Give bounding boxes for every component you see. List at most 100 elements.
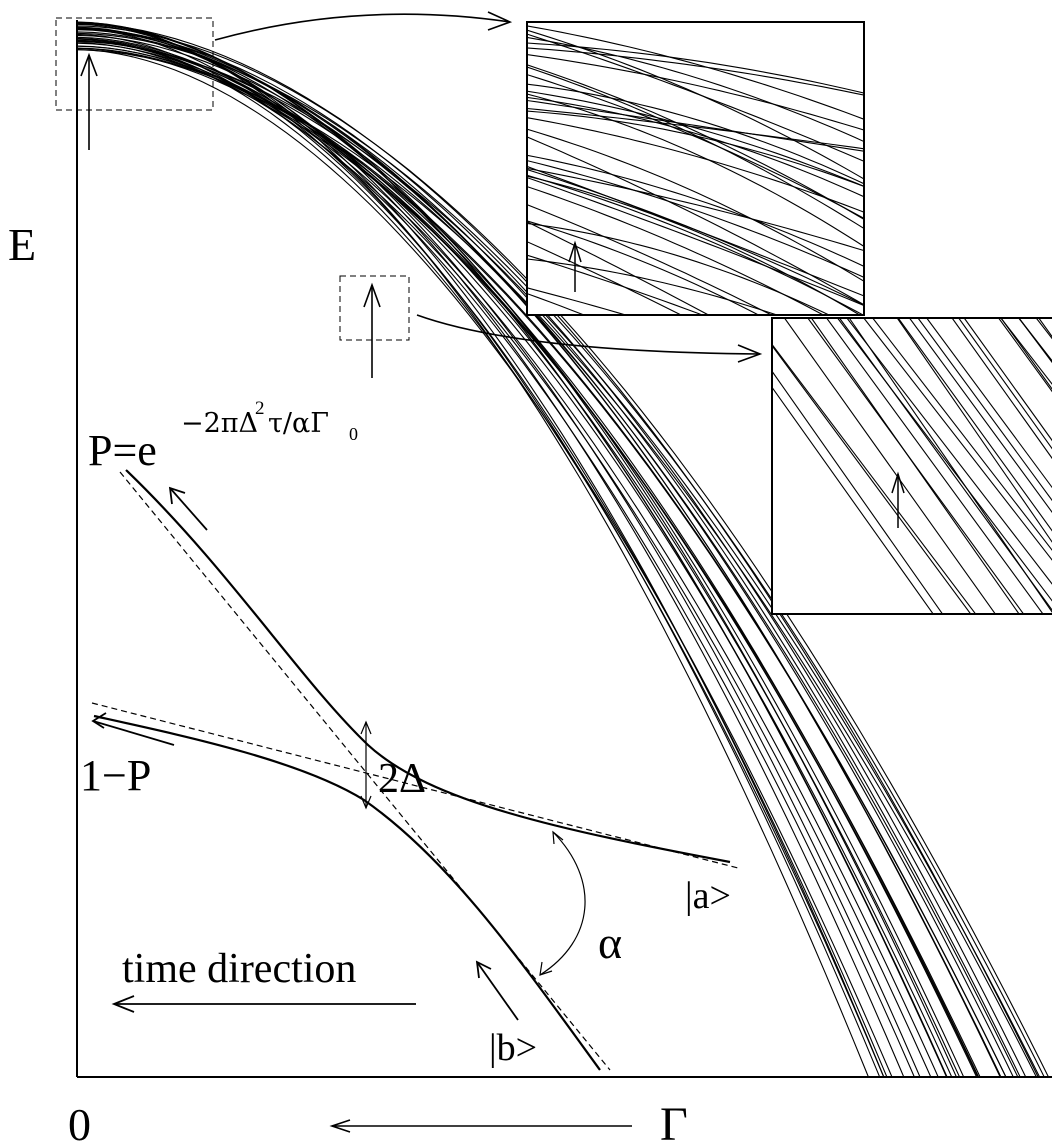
diabatic-line-a <box>91 702 739 869</box>
inset-top-curve <box>527 110 864 188</box>
inset-top-curve <box>527 175 861 315</box>
inset-top-curve <box>527 154 864 268</box>
inset-right-line <box>772 370 944 614</box>
zoom-connector-arrow-top <box>214 11 513 41</box>
inset-top-curve <box>527 42 864 94</box>
energy-level-curve <box>77 49 893 1077</box>
inset-top-curve <box>527 107 864 150</box>
inset-top-curve <box>527 258 779 315</box>
inset-top-curve <box>527 222 831 315</box>
inset-right-line <box>848 318 1052 613</box>
inset-right-line <box>897 318 1052 532</box>
inset-top-curve <box>527 54 864 131</box>
inset-right-line <box>896 318 1052 543</box>
inset-right-line <box>846 318 1052 585</box>
inset-right-line <box>951 318 1052 460</box>
inset-right-line <box>839 318 1052 611</box>
probability-exponent: −2πΔ <box>181 408 258 439</box>
inset-top-arrow <box>568 240 582 292</box>
energy-level-curve <box>77 26 921 1077</box>
gamma-axis-label: Γ <box>660 1098 688 1141</box>
inset-top-curve <box>527 160 864 278</box>
inset-top-curve <box>527 64 864 220</box>
zoom-box-middle <box>339 275 410 341</box>
inset-right-line <box>826 318 1044 614</box>
energy-level-curve <box>77 27 1001 1077</box>
energy-level-curve <box>77 22 958 1077</box>
inset-right-line <box>810 318 1020 614</box>
energy-level-curve <box>77 33 888 1077</box>
inset-top-curve <box>527 287 628 315</box>
complement-probability-label: 1−P <box>80 751 151 800</box>
energy-level-curves <box>77 21 1050 1077</box>
inset-top-curve <box>527 36 864 143</box>
inset-top-curve <box>527 174 864 315</box>
energy-level-curve <box>77 32 1045 1077</box>
lower-adiabatic-curve <box>93 714 601 1071</box>
inset-top-curve <box>527 128 864 282</box>
diabatic-line-b <box>119 471 611 1071</box>
inset-top-curve <box>527 220 760 315</box>
upper-adiabatic-curve <box>125 469 731 864</box>
inset-top-curve <box>527 74 864 220</box>
gap-label: 2Δ <box>378 756 426 802</box>
energy-level-curve <box>77 22 1039 1077</box>
energy-level-curve <box>77 25 1050 1077</box>
inset-right-line <box>917 318 1052 502</box>
inset-top-curve <box>527 254 704 315</box>
inset-right-line <box>958 318 1052 450</box>
probability-prefix: P=e <box>88 426 157 475</box>
energy-level-curve <box>77 40 1019 1077</box>
energy-level-curve <box>77 28 881 1077</box>
inset-right-line <box>909 318 1052 514</box>
inset-top <box>526 21 865 316</box>
inset-right-line <box>1000 318 1052 385</box>
time-direction-label: time direction <box>122 946 356 992</box>
inset-top-curve <box>527 186 825 315</box>
probability-formula: P=e −2πΔ 2 τ/αΓ 0 <box>88 398 358 475</box>
inset-top-curve <box>527 83 864 185</box>
state-b-label: |b> <box>489 1027 537 1069</box>
zoom-connector-arrow-middle <box>416 314 763 363</box>
inset-top-curve <box>527 136 864 306</box>
inset-top-curve <box>527 167 864 252</box>
inset-right-arrow <box>891 471 905 528</box>
inset-right-line <box>1000 318 1052 390</box>
inset-top-curve <box>527 117 864 213</box>
inset-top-curve <box>527 99 864 152</box>
inset-right <box>771 317 1052 615</box>
inset-top-curve <box>527 204 773 315</box>
inset-right-line <box>807 318 1025 614</box>
energy-level-curve <box>77 23 905 1077</box>
arrow-lower-branch <box>91 712 175 746</box>
avoided-crossing <box>91 469 739 1071</box>
gap-double-arrow <box>360 720 372 810</box>
inset-right-line <box>772 343 977 614</box>
angle-label: α <box>598 917 622 968</box>
inset-top-curve <box>527 33 864 162</box>
energy-level-curve <box>77 45 1007 1077</box>
inset-top-curve <box>527 96 864 198</box>
energy-level-curve <box>77 49 1037 1077</box>
energy-level-curve <box>77 34 1014 1077</box>
angle-arc <box>539 830 586 976</box>
inset-right-line <box>772 344 972 614</box>
inset-right-line <box>863 318 1052 561</box>
energy-level-curve <box>77 42 978 1077</box>
zoom-box-top <box>55 17 214 111</box>
arrow-upper-branch <box>168 486 208 531</box>
up-arrow-middle <box>363 282 381 378</box>
inset-right-line <box>872 318 1052 551</box>
time-direction-arrow <box>111 995 416 1013</box>
energy-level-curve <box>77 47 981 1077</box>
energy-level-curve <box>77 41 1041 1077</box>
energy-level-curve <box>77 27 1027 1077</box>
inset-top-curve <box>527 221 710 315</box>
exponent-tail: τ/αΓ <box>268 408 329 439</box>
inset-right-line <box>926 318 1052 489</box>
inset-top-curve <box>527 93 864 248</box>
gamma-direction-arrow <box>329 1119 632 1133</box>
origin-label: 0 <box>68 1099 91 1141</box>
inset-top-curve <box>527 241 683 315</box>
